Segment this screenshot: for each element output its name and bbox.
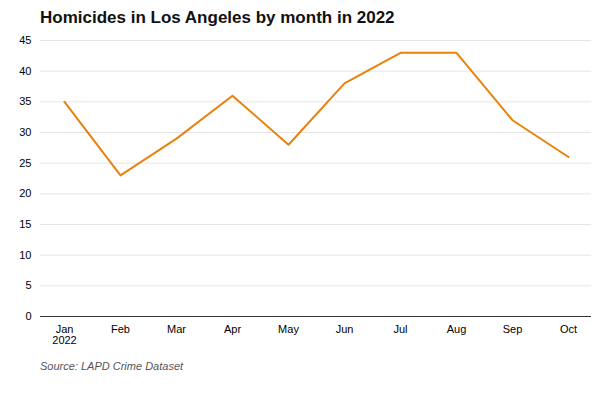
svg-text:Aug: Aug: [447, 323, 467, 335]
svg-text:Jan2022: Jan2022: [52, 323, 76, 346]
html-text:Source: LAPD Crime Dataset: Source: LAPD Crime Dataset: [40, 360, 184, 372]
svg-text:Jul: Jul: [393, 323, 407, 335]
svg-text:Oct: Oct: [560, 323, 577, 335]
svg-text:Sep: Sep: [503, 323, 523, 335]
svg-text:30: 30: [19, 126, 31, 138]
svg-text:Feb: Feb: [111, 323, 130, 335]
svg-text:45: 45: [19, 34, 31, 46]
svg-text:0: 0: [25, 310, 31, 322]
svg-text:15: 15: [19, 218, 31, 230]
html-text:Homicides in Los Angeles by mo: Homicides in Los Angeles by month in 202…: [40, 8, 395, 27]
svg-text:10: 10: [19, 249, 31, 261]
svg-text:25: 25: [19, 157, 31, 169]
svg-text:20: 20: [19, 187, 31, 199]
svg-text:40: 40: [19, 65, 31, 77]
svg-text:Apr: Apr: [224, 323, 241, 335]
svg-text:5: 5: [25, 279, 31, 291]
svg-text:Jun: Jun: [336, 323, 354, 335]
svg-text:35: 35: [19, 95, 31, 107]
svg-text:May: May: [278, 323, 299, 335]
svg-text:Mar: Mar: [167, 323, 186, 335]
